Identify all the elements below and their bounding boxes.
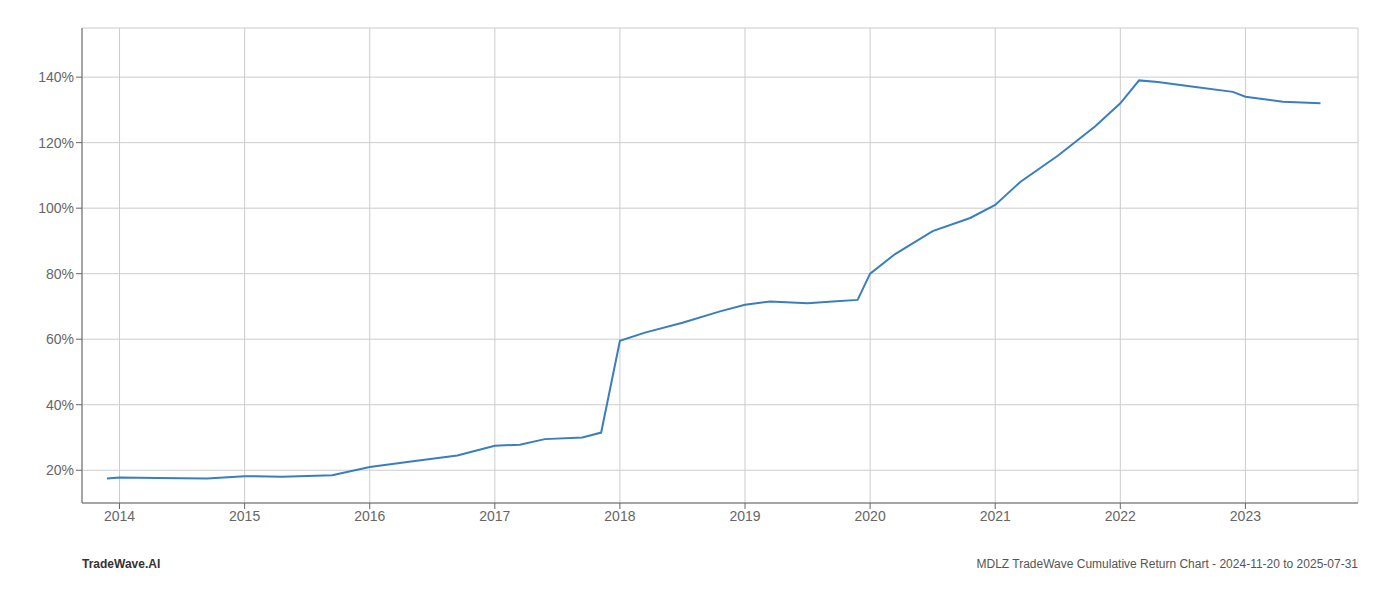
svg-text:2014: 2014 — [104, 508, 135, 524]
svg-text:2023: 2023 — [1230, 508, 1261, 524]
svg-text:100%: 100% — [38, 200, 74, 216]
svg-text:2016: 2016 — [354, 508, 385, 524]
svg-text:40%: 40% — [46, 397, 74, 413]
svg-text:2015: 2015 — [229, 508, 260, 524]
svg-text:2017: 2017 — [479, 508, 510, 524]
svg-text:120%: 120% — [38, 135, 74, 151]
svg-text:2020: 2020 — [855, 508, 886, 524]
svg-text:140%: 140% — [38, 69, 74, 85]
html-text:MDLZ TradeWave Cumulative Retu: MDLZ TradeWave Cumulative Return Chart -… — [976, 557, 1358, 571]
html-text:TradeWave.AI: TradeWave.AI — [82, 557, 161, 571]
svg-text:2021: 2021 — [980, 508, 1011, 524]
svg-text:20%: 20% — [46, 462, 74, 478]
svg-text:2019: 2019 — [729, 508, 760, 524]
svg-text:80%: 80% — [46, 266, 74, 282]
svg-text:2018: 2018 — [604, 508, 635, 524]
svg-text:2022: 2022 — [1105, 508, 1136, 524]
svg-text:60%: 60% — [46, 331, 74, 347]
